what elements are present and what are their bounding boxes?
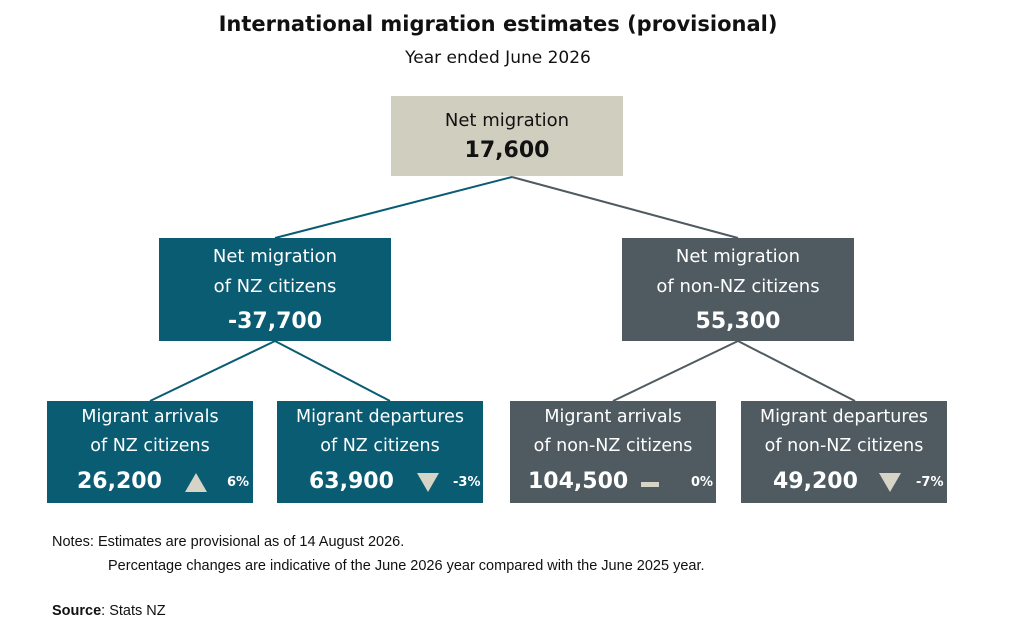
non-nz-departures-pct: -7% — [916, 475, 944, 490]
source-note: Source: Stats NZ — [52, 603, 166, 619]
connector-nz-to-departures — [274, 340, 391, 402]
nz-citizens-label-line2: of NZ citizens — [213, 276, 337, 297]
connector-non-nz-to-arrivals — [612, 340, 739, 402]
nz-citizens-label-line1: Net migration — [212, 246, 338, 267]
net-migration-box: Net migration 17,600 — [391, 96, 623, 176]
source-text: : Stats NZ — [101, 603, 166, 619]
nz-departures-label-line1: Migrant departures — [295, 407, 465, 427]
non-nz-departures-label-line1: Migrant departures — [759, 407, 929, 427]
nz-departures-pct: -3% — [453, 475, 481, 490]
net-migration-label: Net migration — [444, 110, 570, 131]
nz-citizens-box: Net migration of NZ citizens -37,700 — [159, 238, 391, 341]
non-nz-departures-value: 49,200 — [773, 469, 858, 494]
nz-arrivals-pct: 6% — [227, 475, 250, 490]
non-nz-arrivals-value: 104,500 — [528, 469, 629, 494]
non-nz-citizens-box: Net migration of non-NZ citizens 55,300 — [622, 238, 854, 341]
connector-non-nz-to-departures — [737, 340, 856, 402]
nz-arrivals-label-line2: of NZ citizens — [90, 436, 210, 456]
non-nz-arrivals-pct: 0% — [691, 475, 714, 490]
non-nz-arrivals-label-line1: Migrant arrivals — [544, 407, 682, 427]
nz-departures-value: 63,900 — [309, 469, 394, 494]
notes: Notes: Estimates are provisional as of 1… — [52, 530, 705, 578]
non-nz-departures-box: Migrant departures of non-NZ citizens 49… — [741, 401, 947, 503]
notes-prefix: Notes: — [52, 534, 94, 550]
diagram-title: International migration estimates (provi… — [218, 12, 778, 36]
non-nz-citizens-value: 55,300 — [695, 309, 781, 334]
nz-arrivals-value: 26,200 — [77, 469, 162, 494]
non-nz-citizens-label-line1: Net migration — [675, 246, 801, 267]
nz-arrivals-label-line1: Migrant arrivals — [81, 407, 219, 427]
trend-down-icon — [417, 473, 439, 492]
source-label: Source — [52, 603, 102, 619]
nz-citizens-value: -37,700 — [227, 309, 323, 334]
non-nz-departures-label-line2: of non-NZ citizens — [764, 436, 924, 456]
trend-flat-icon — [641, 482, 659, 487]
non-nz-citizens-label-line2: of non-NZ citizens — [656, 276, 820, 297]
trend-down-icon — [879, 473, 901, 492]
connector-root-to-non-nz — [511, 176, 739, 239]
notes-line1: Estimates are provisional as of 14 Augus… — [97, 534, 405, 550]
connector-nz-to-arrivals — [149, 340, 276, 402]
nz-departures-box: Migrant departures of NZ citizens 63,900… — [277, 401, 483, 503]
diagram-subtitle: Year ended June 2026 — [405, 48, 591, 68]
nz-arrivals-box: Migrant arrivals of NZ citizens 26,200 6… — [47, 401, 253, 503]
non-nz-arrivals-label-line2: of non-NZ citizens — [533, 436, 693, 456]
trend-up-icon — [185, 473, 207, 492]
net-migration-value: 17,600 — [464, 138, 550, 163]
nz-departures-label-line2: of NZ citizens — [320, 436, 440, 456]
non-nz-arrivals-box: Migrant arrivals of non-NZ citizens 104,… — [510, 401, 716, 503]
connector-root-to-nz — [274, 176, 513, 239]
notes-line2: Percentage changes are indicative of the… — [108, 558, 705, 574]
